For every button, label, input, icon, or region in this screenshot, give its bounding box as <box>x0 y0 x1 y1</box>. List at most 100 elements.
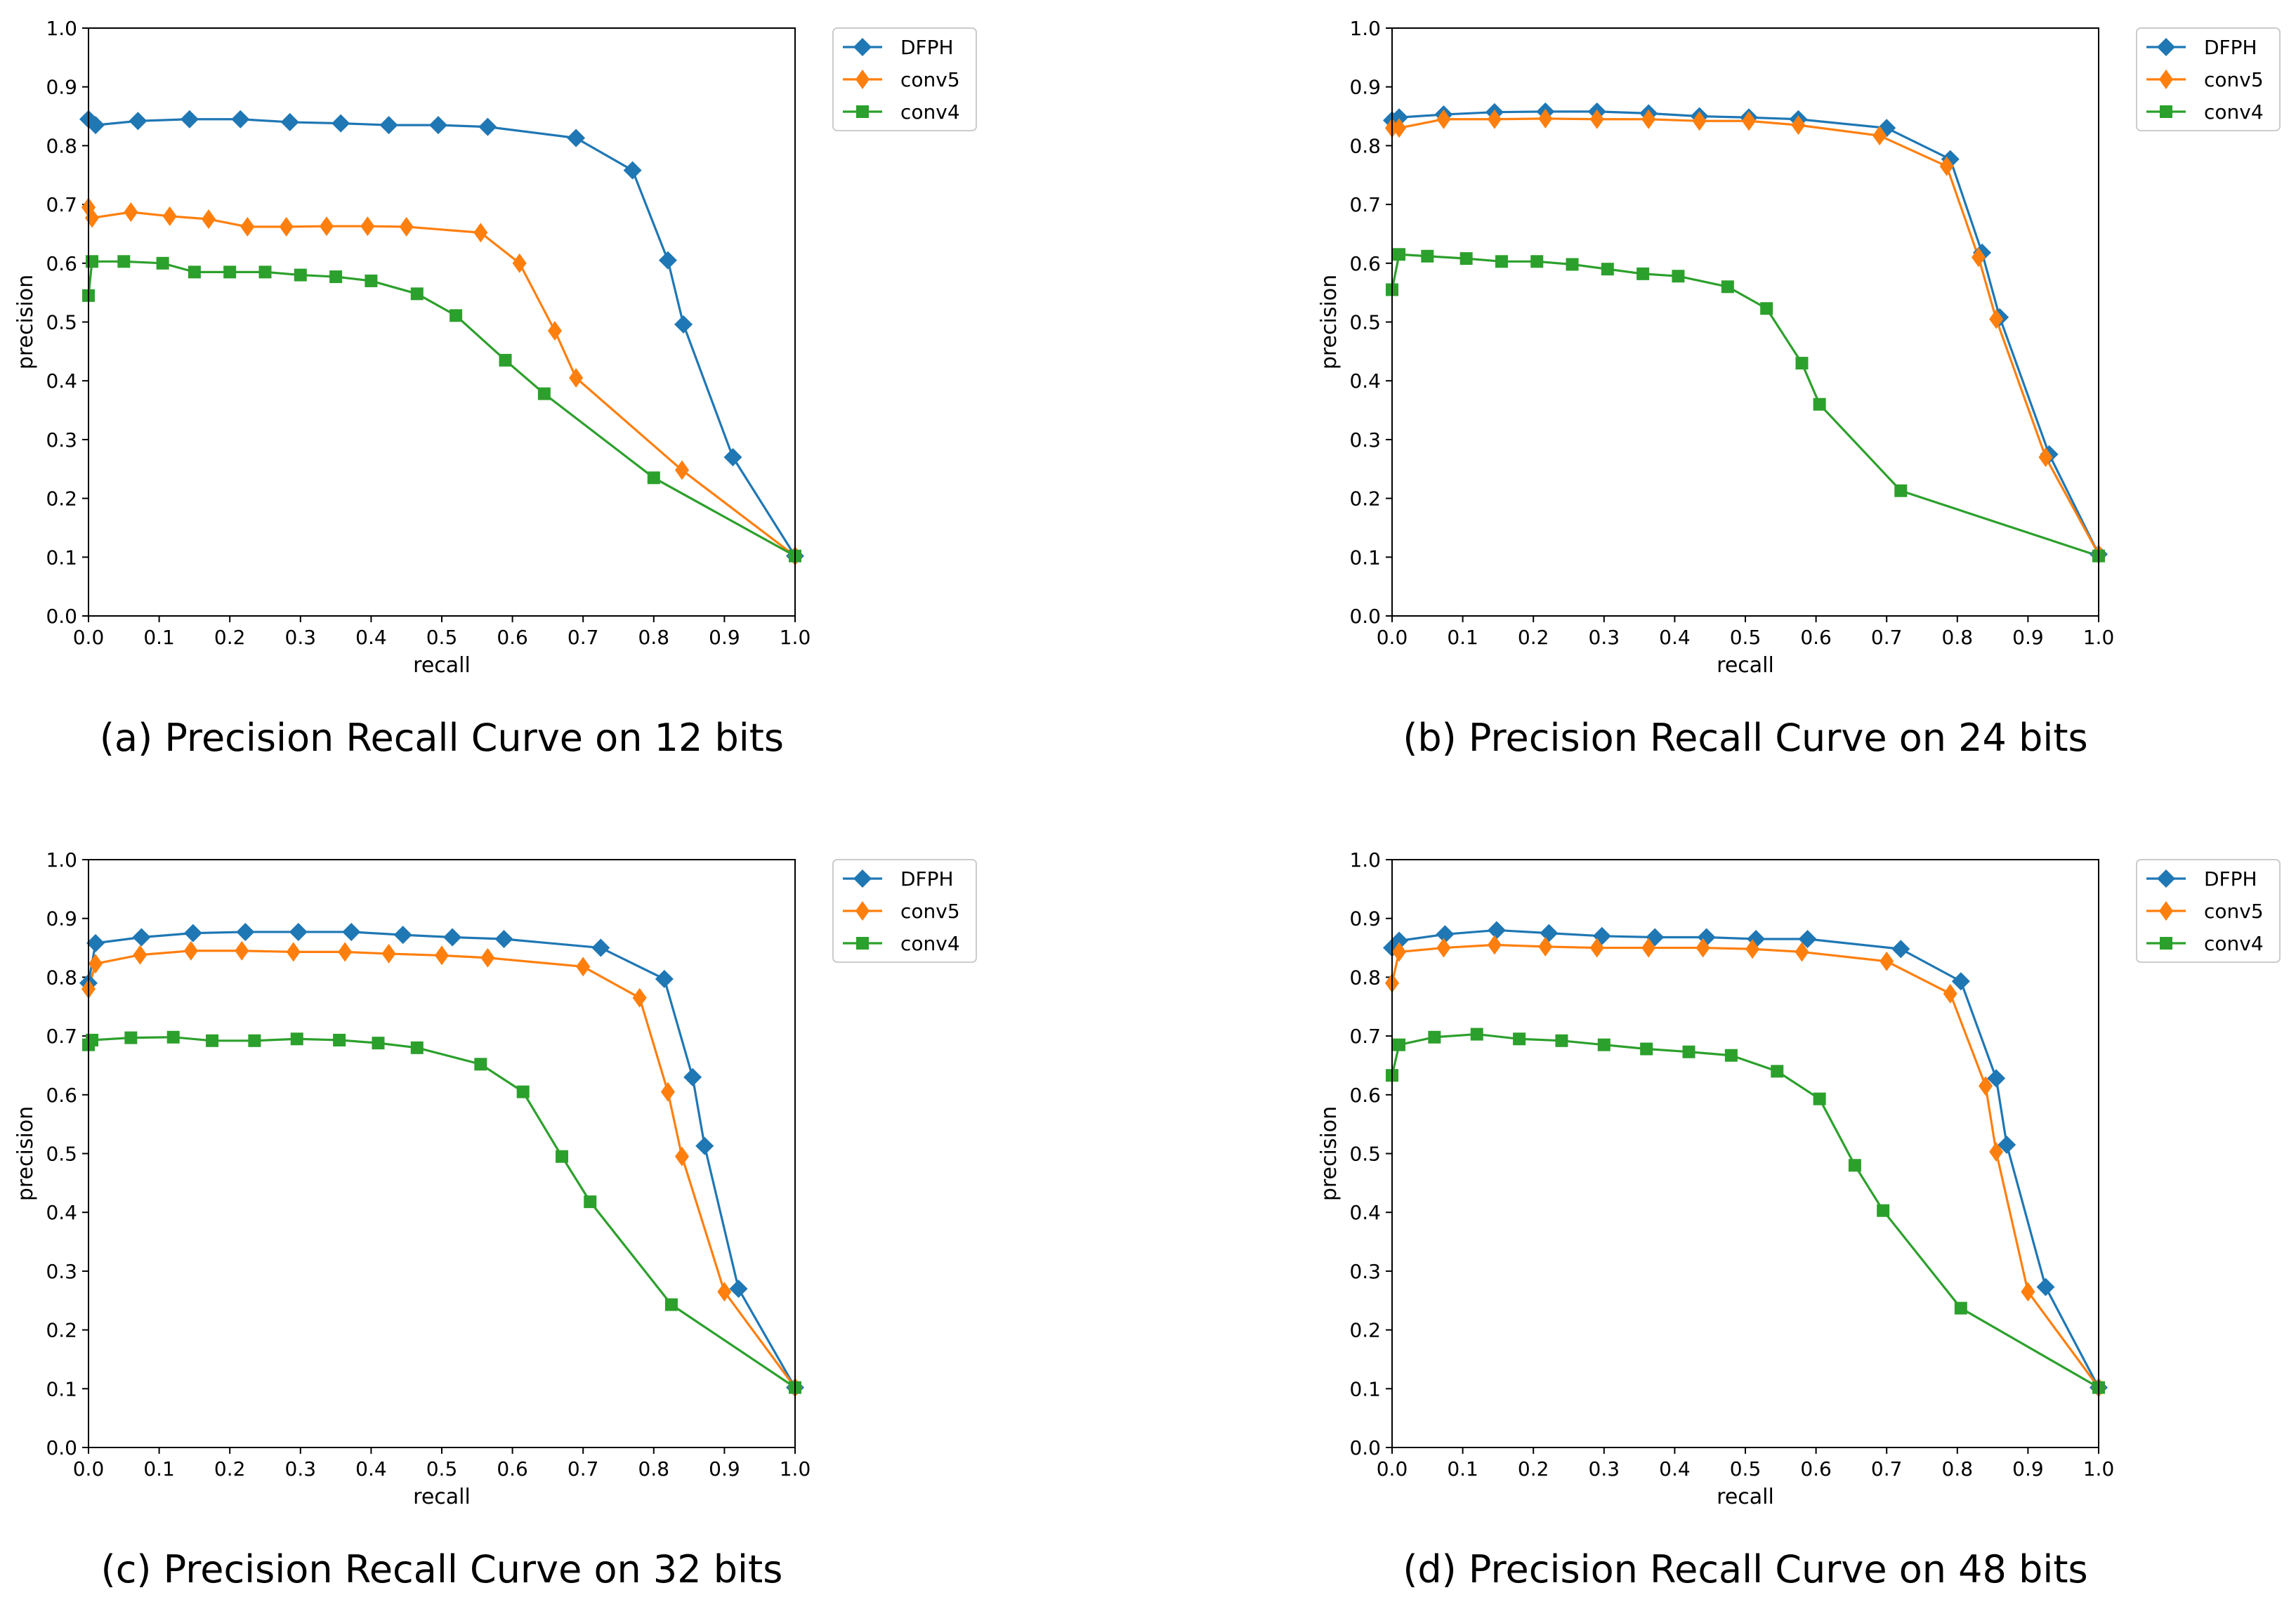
y-tick-label: 0.4 <box>1349 1201 1381 1224</box>
panel-caption: (c) Precision Recall Curve on 32 bits <box>101 1547 783 1591</box>
x-tick-label: 0.3 <box>1589 626 1620 649</box>
data-point-conv5 <box>473 223 488 243</box>
legend-marker-conv4 <box>856 105 869 118</box>
data-point-conv4 <box>1566 258 1579 271</box>
data-point-conv4 <box>1636 267 1650 280</box>
legend-label-DFPH: DFPH <box>2204 36 2257 59</box>
y-axis-label: precision <box>1317 1106 1341 1201</box>
y-axis-label: precision <box>1317 275 1341 369</box>
legend-marker-conv4 <box>856 937 869 950</box>
data-point-conv4 <box>1813 398 1826 411</box>
data-point-conv5 <box>381 943 396 964</box>
chart-panel-3: 0.0 0.1 0.2 0.3 0.4 0.5 0.6 0.7 0.8 0.9 1.0 0.0 0.1 0… <box>1317 848 2281 1591</box>
x-tick-label: 0.8 <box>638 626 670 649</box>
y-tick-label: 0.7 <box>46 1025 77 1048</box>
data-point-conv5 <box>133 945 147 965</box>
data-point-conv4 <box>1760 302 1773 315</box>
x-tick-label: 0.7 <box>568 626 599 649</box>
data-point-conv5 <box>1538 108 1553 129</box>
y-tick-label: 0.0 <box>46 1436 77 1459</box>
x-tick-label: 0.9 <box>709 1457 740 1480</box>
data-point-conv4 <box>1597 1038 1611 1051</box>
data-point-conv4 <box>333 1033 346 1046</box>
x-tick-label: 0.7 <box>1871 626 1903 649</box>
y-tick-label: 0.2 <box>46 487 77 511</box>
y-tick-label: 0.0 <box>1349 1436 1381 1459</box>
x-tick-label: 0.4 <box>1659 626 1691 649</box>
x-tick-label: 1.0 <box>780 1457 811 1480</box>
x-tick-label: 0.6 <box>1800 626 1832 649</box>
x-tick-label: 1.0 <box>2083 1457 2115 1480</box>
data-point-conv4 <box>647 471 660 485</box>
data-point-DFPH <box>1390 931 1409 950</box>
data-point-conv5 <box>162 206 177 226</box>
legend-marker-conv4 <box>2160 105 2172 118</box>
data-point-conv4 <box>117 255 131 268</box>
data-point-conv5 <box>569 368 584 388</box>
data-point-DFPH <box>342 922 361 941</box>
data-point-conv4 <box>1954 1301 1967 1315</box>
series-line-DFPH <box>87 931 796 1388</box>
data-point-conv5 <box>202 209 216 230</box>
data-point-conv5 <box>286 942 301 962</box>
data-point-conv5 <box>1589 938 1604 958</box>
data-point-DFPH <box>567 129 586 147</box>
data-point-DFPH <box>332 114 350 133</box>
x-tick-label: 0.3 <box>1589 1457 1620 1480</box>
data-point-conv4 <box>1393 248 1406 261</box>
x-axis-label: recall <box>413 1485 471 1509</box>
legend-box <box>2136 859 2281 963</box>
x-tick-label: 0.6 <box>497 1457 528 1480</box>
data-point-conv4 <box>1459 252 1473 265</box>
data-point-conv4 <box>86 255 99 268</box>
data-point-conv4 <box>290 1032 303 1046</box>
data-point-conv5 <box>675 460 690 480</box>
legend-label-conv5: conv5 <box>2204 68 2264 91</box>
y-tick-label: 0.3 <box>1349 428 1381 452</box>
data-point-conv4 <box>1848 1159 1861 1172</box>
y-tick-label: 0.9 <box>1349 76 1381 99</box>
data-point-conv5 <box>360 216 375 237</box>
data-point-conv4 <box>1795 357 1809 370</box>
x-tick-label: 0.4 <box>1659 1457 1691 1480</box>
legend-label-conv4: conv4 <box>2204 932 2264 955</box>
chart-panel-1: 0.0 0.1 0.2 0.3 0.4 0.5 0.6 0.7 0.8 0.9 1.0 0.0 0.1 0… <box>1317 17 2281 760</box>
x-tick-label: 0.6 <box>1800 1457 1832 1480</box>
data-point-DFPH <box>393 926 412 945</box>
y-tick-label: 0.6 <box>1349 252 1381 275</box>
data-point-conv4 <box>1495 255 1508 268</box>
legend-label-conv5: conv5 <box>900 900 960 923</box>
data-point-conv5 <box>235 940 249 961</box>
chart-panel-2: 0.0 0.1 0.2 0.3 0.4 0.5 0.6 0.7 0.8 0.9 1.0 0.0 0.1 0… <box>13 848 977 1591</box>
x-tick-label: 0.1 <box>143 1457 175 1480</box>
y-tick-label: 0.2 <box>1349 1319 1381 1342</box>
legend-marker-DFPH <box>853 869 872 888</box>
data-point-DFPH <box>1951 972 1970 991</box>
data-point-DFPH <box>591 938 610 957</box>
y-tick-label: 0.1 <box>46 546 77 569</box>
data-point-conv5 <box>1745 939 1760 959</box>
x-tick-label: 0.2 <box>1518 626 1549 649</box>
x-tick-label: 0.1 <box>143 626 175 649</box>
data-point-DFPH <box>723 448 742 467</box>
data-point-conv4 <box>372 1037 385 1050</box>
legend-label-conv4: conv4 <box>900 100 960 124</box>
data-point-conv4 <box>410 287 424 301</box>
data-point-conv4 <box>1813 1092 1826 1105</box>
data-point-conv4 <box>1771 1065 1784 1078</box>
panel-caption: (b) Precision Recall Curve on 24 bits <box>1403 716 2087 760</box>
axes-frame <box>88 27 796 617</box>
data-point-DFPH <box>729 1280 748 1299</box>
panel-caption: (a) Precision Recall Curve on 12 bits <box>100 716 784 760</box>
data-point-conv5 <box>717 1282 732 1302</box>
data-point-conv5 <box>1692 111 1707 131</box>
y-tick-label: 0.4 <box>46 1201 77 1224</box>
legend-box <box>832 27 977 131</box>
y-tick-label: 0.8 <box>1349 966 1381 989</box>
data-point-DFPH <box>180 110 199 129</box>
data-point-conv5 <box>124 202 138 222</box>
legend-label-DFPH: DFPH <box>900 36 954 59</box>
data-point-DFPH <box>1540 924 1559 943</box>
data-point-conv4 <box>166 1030 180 1044</box>
data-point-conv4 <box>248 1034 261 1047</box>
